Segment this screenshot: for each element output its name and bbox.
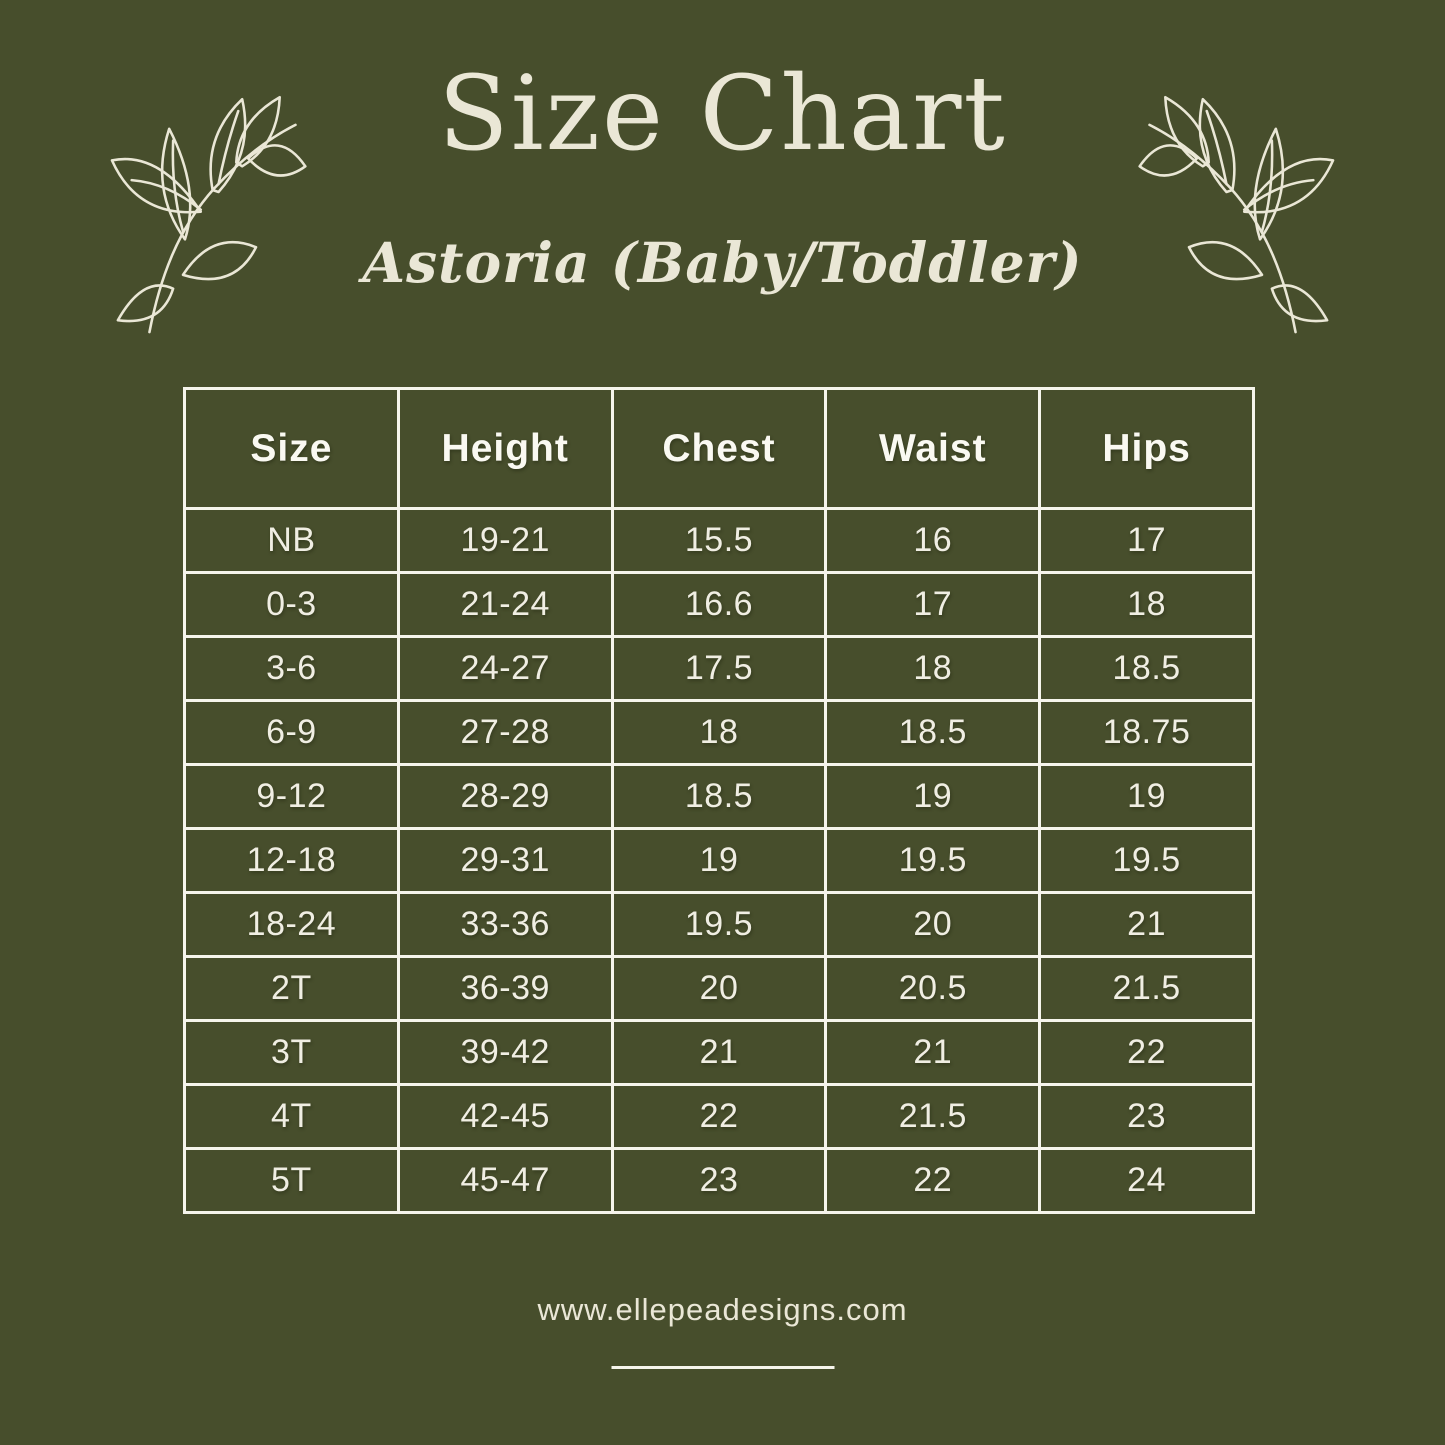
cell-hips: 17 xyxy=(1038,507,1255,574)
cell-size: 4T xyxy=(183,1083,400,1150)
cell-height: 24-27 xyxy=(396,635,614,702)
cell-hips: 23 xyxy=(1038,1083,1255,1150)
table-row-9-12: 9-12 28-29 18.5 19 19 xyxy=(183,763,1255,830)
cell-hips: 19 xyxy=(1038,763,1255,830)
cell-height: 27-28 xyxy=(396,699,614,766)
footer-divider-line xyxy=(611,1366,834,1369)
table-row-6-9: 6-9 27-28 18 18.5 18.75 xyxy=(183,699,1255,766)
table-row-0-3: 0-3 21-24 16.6 17 18 xyxy=(183,571,1255,638)
cell-chest: 17.5 xyxy=(610,635,828,702)
cell-hips: 18.5 xyxy=(1038,635,1255,702)
cell-waist: 19.5 xyxy=(824,827,1042,894)
cell-height: 19-21 xyxy=(396,507,614,574)
cell-waist: 18 xyxy=(824,635,1042,702)
cell-waist: 20 xyxy=(824,891,1042,958)
leaf-branch-icon xyxy=(110,95,307,334)
column-header-waist: Waist xyxy=(824,387,1042,510)
page-title: Size Chart xyxy=(438,54,1007,174)
cell-size: 9-12 xyxy=(183,763,400,830)
cell-height: 33-36 xyxy=(396,891,614,958)
cell-waist: 21.5 xyxy=(824,1083,1042,1150)
table-row-4t: 4T 42-45 22 21.5 23 xyxy=(183,1083,1255,1150)
cell-hips: 24 xyxy=(1038,1147,1255,1214)
cell-hips: 21.5 xyxy=(1038,955,1255,1022)
cell-waist: 16 xyxy=(824,507,1042,574)
cell-hips: 18 xyxy=(1038,571,1255,638)
cell-size: 0-3 xyxy=(183,571,400,638)
cell-hips: 22 xyxy=(1038,1019,1255,1086)
table-row-12-18: 12-18 29-31 19 19.5 19.5 xyxy=(183,827,1255,894)
cell-waist: 22 xyxy=(824,1147,1042,1214)
table-row-nb: NB 19-21 15.5 16 17 xyxy=(183,507,1255,574)
column-header-chest: Chest xyxy=(610,387,828,510)
table-row-3t: 3T 39-42 21 21 22 xyxy=(183,1019,1255,1086)
cell-height: 28-29 xyxy=(396,763,614,830)
cell-chest: 15.5 xyxy=(610,507,828,574)
cell-size: 3T xyxy=(183,1019,400,1086)
cell-height: 45-47 xyxy=(396,1147,614,1214)
cell-size: 12-18 xyxy=(183,827,400,894)
cell-size: 3-6 xyxy=(183,635,400,702)
cell-waist: 21 xyxy=(824,1019,1042,1086)
cell-chest: 16.6 xyxy=(610,571,828,638)
product-subtitle: Astoria (Baby/Toddler) xyxy=(362,230,1083,295)
column-header-height: Height xyxy=(396,387,614,510)
cell-waist: 17 xyxy=(824,571,1042,638)
cell-waist: 20.5 xyxy=(824,955,1042,1022)
table-header-row: Size Height Chest Waist Hips xyxy=(183,387,1255,510)
cell-height: 42-45 xyxy=(396,1083,614,1150)
cell-size: 6-9 xyxy=(183,699,400,766)
cell-chest: 18 xyxy=(610,699,828,766)
table-body: NB 19-21 15.5 16 17 0-3 21-24 16.6 17 18 3-6 24-27 1… xyxy=(183,507,1255,1214)
cell-hips: 18.75 xyxy=(1038,699,1255,766)
table-row-3-6: 3-6 24-27 17.5 18 18.5 xyxy=(183,635,1255,702)
website-url: www.ellepeadesigns.com xyxy=(537,1292,908,1327)
cell-waist: 18.5 xyxy=(824,699,1042,766)
cell-hips: 19.5 xyxy=(1038,827,1255,894)
cell-height: 39-42 xyxy=(396,1019,614,1086)
cell-size: 18-24 xyxy=(183,891,400,958)
cell-size: NB xyxy=(183,507,400,574)
cell-chest: 22 xyxy=(610,1083,828,1150)
cell-height: 21-24 xyxy=(396,571,614,638)
table-row-18-24: 18-24 33-36 19.5 20 21 xyxy=(183,891,1255,958)
cell-chest: 21 xyxy=(610,1019,828,1086)
column-header-size: Size xyxy=(183,387,400,510)
cell-chest: 23 xyxy=(610,1147,828,1214)
cell-size: 5T xyxy=(183,1147,400,1214)
cell-height: 29-31 xyxy=(396,827,614,894)
cell-chest: 19 xyxy=(610,827,828,894)
column-header-hips: Hips xyxy=(1038,387,1255,510)
size-chart-table: Size Height Chest Waist Hips NB 19-21 15.5 16 17… xyxy=(183,387,1255,1214)
table-row-2t: 2T 36-39 20 20.5 21.5 xyxy=(183,955,1255,1022)
cell-height: 36-39 xyxy=(396,955,614,1022)
cell-hips: 21 xyxy=(1038,891,1255,958)
cell-chest: 20 xyxy=(610,955,828,1022)
cell-size: 2T xyxy=(183,955,400,1022)
cell-chest: 19.5 xyxy=(610,891,828,958)
cell-chest: 18.5 xyxy=(610,763,828,830)
table-row-5t: 5T 45-47 23 22 24 xyxy=(183,1147,1255,1214)
cell-waist: 19 xyxy=(824,763,1042,830)
